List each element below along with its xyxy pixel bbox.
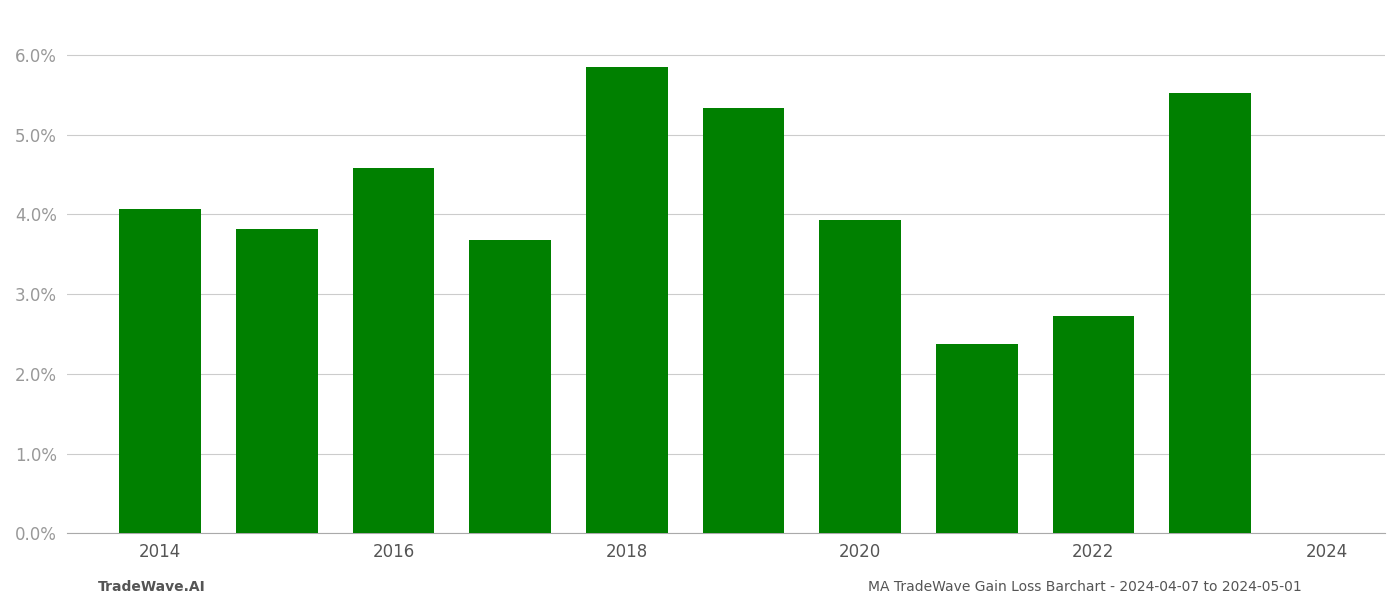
Bar xyxy=(585,67,668,533)
Text: MA TradeWave Gain Loss Barchart - 2024-04-07 to 2024-05-01: MA TradeWave Gain Loss Barchart - 2024-0… xyxy=(868,580,1302,594)
Bar xyxy=(469,240,550,533)
Bar xyxy=(1169,93,1250,533)
Text: TradeWave.AI: TradeWave.AI xyxy=(98,580,206,594)
Bar xyxy=(819,220,900,533)
Bar xyxy=(119,209,200,533)
Bar xyxy=(935,344,1018,533)
Bar xyxy=(703,108,784,533)
Bar xyxy=(235,229,318,533)
Bar xyxy=(353,168,434,533)
Bar xyxy=(1053,316,1134,533)
